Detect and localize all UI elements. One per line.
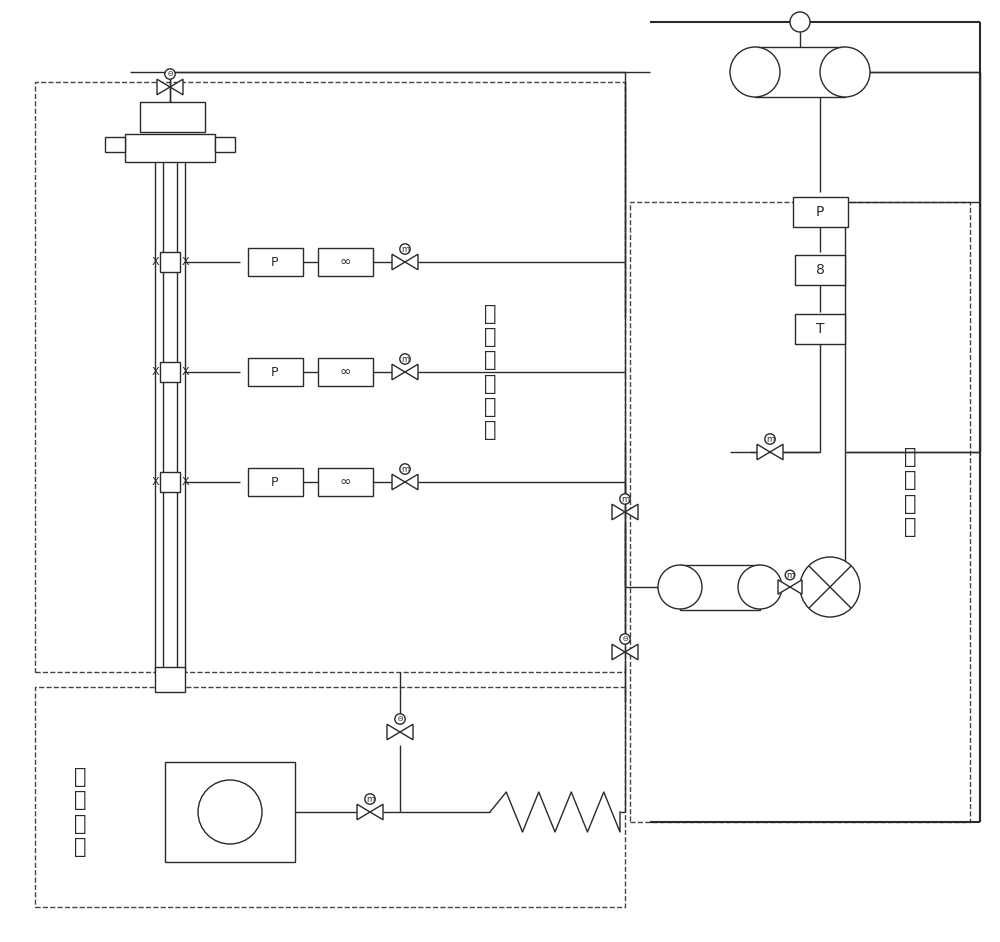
- Circle shape: [365, 794, 375, 804]
- Polygon shape: [612, 504, 625, 520]
- Polygon shape: [157, 79, 170, 95]
- Bar: [165, 762, 295, 862]
- Circle shape: [620, 494, 630, 504]
- Bar: [140, 102, 205, 132]
- Circle shape: [800, 557, 860, 617]
- Bar: [35, 82, 625, 672]
- Bar: [630, 202, 970, 822]
- Circle shape: [400, 463, 410, 474]
- Polygon shape: [405, 474, 418, 490]
- Bar: [318, 468, 372, 496]
- Circle shape: [730, 47, 780, 97]
- Polygon shape: [790, 579, 802, 594]
- Bar: [105, 137, 125, 152]
- Circle shape: [785, 570, 795, 579]
- Polygon shape: [370, 804, 383, 820]
- Bar: [35, 687, 625, 907]
- Text: 加
温
系
统: 加 温 系 统: [74, 767, 86, 857]
- Bar: [160, 362, 180, 382]
- Circle shape: [820, 47, 870, 97]
- Circle shape: [400, 354, 410, 365]
- Text: 8: 8: [816, 263, 824, 277]
- Text: m: m: [366, 794, 374, 804]
- Bar: [155, 667, 185, 692]
- Text: m: m: [401, 354, 409, 364]
- Text: X: X: [151, 367, 159, 377]
- Polygon shape: [625, 504, 638, 520]
- Bar: [318, 358, 372, 386]
- Text: ∞: ∞: [339, 475, 351, 489]
- Text: P: P: [271, 476, 279, 489]
- Text: X: X: [151, 257, 159, 267]
- Text: Θ: Θ: [622, 636, 628, 642]
- Bar: [755, 47, 845, 97]
- Bar: [795, 314, 845, 344]
- Polygon shape: [400, 724, 413, 739]
- Text: P: P: [816, 205, 824, 219]
- Text: ∞: ∞: [339, 255, 351, 269]
- Polygon shape: [392, 365, 405, 380]
- Circle shape: [738, 565, 782, 609]
- Text: P: P: [271, 255, 279, 268]
- Circle shape: [658, 565, 702, 609]
- Text: 加
压
系
统: 加 压 系 统: [904, 447, 916, 537]
- Circle shape: [765, 434, 775, 445]
- Text: X: X: [181, 477, 189, 487]
- Text: 工
艺
管
柱
系
统: 工 艺 管 柱 系 统: [484, 304, 496, 440]
- Polygon shape: [757, 445, 770, 460]
- Polygon shape: [405, 365, 418, 380]
- Text: X: X: [181, 257, 189, 267]
- Polygon shape: [405, 254, 418, 269]
- Text: T: T: [816, 322, 824, 336]
- Bar: [248, 468, 302, 496]
- Polygon shape: [625, 644, 638, 659]
- Polygon shape: [387, 724, 400, 739]
- Bar: [792, 197, 848, 227]
- Bar: [680, 564, 760, 609]
- Polygon shape: [778, 579, 790, 594]
- Circle shape: [395, 714, 405, 724]
- Circle shape: [165, 69, 175, 79]
- Circle shape: [620, 634, 630, 644]
- Text: Θ: Θ: [397, 716, 403, 722]
- Text: ∞: ∞: [339, 365, 351, 379]
- Text: X: X: [151, 477, 159, 487]
- Text: m: m: [621, 495, 629, 504]
- Text: X: X: [181, 367, 189, 377]
- Polygon shape: [392, 474, 405, 490]
- Bar: [125, 134, 215, 162]
- Text: Θ: Θ: [167, 71, 173, 77]
- Text: m: m: [786, 571, 794, 579]
- Text: P: P: [271, 365, 279, 379]
- Circle shape: [790, 12, 810, 32]
- Polygon shape: [612, 644, 625, 659]
- Circle shape: [400, 244, 410, 254]
- Polygon shape: [392, 254, 405, 269]
- Circle shape: [198, 780, 262, 844]
- Polygon shape: [170, 79, 183, 95]
- Bar: [160, 252, 180, 272]
- Bar: [160, 472, 180, 492]
- Text: m: m: [401, 464, 409, 474]
- Bar: [248, 358, 302, 386]
- Polygon shape: [357, 804, 370, 820]
- Polygon shape: [770, 445, 783, 460]
- Bar: [318, 248, 372, 276]
- Bar: [215, 137, 235, 152]
- Text: m: m: [401, 245, 409, 253]
- Text: m: m: [766, 434, 774, 444]
- Bar: [248, 248, 302, 276]
- Bar: [795, 255, 845, 285]
